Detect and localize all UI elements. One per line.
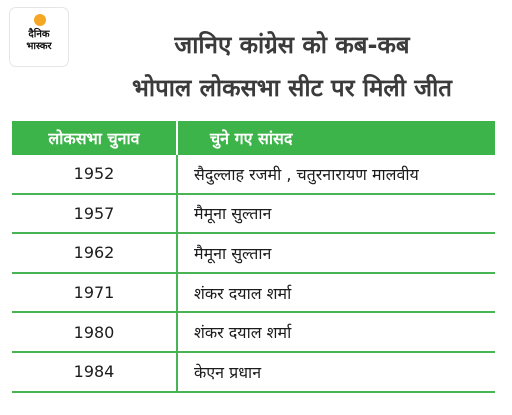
cell-year: 1971: [12, 273, 178, 312]
cell-mp: सैदुल्लाह रजमी , चतुरनारायण मालवीय: [194, 164, 419, 184]
cell-mp: मैमूना सुल्तान: [194, 243, 272, 263]
cell-mp: मैमूना सुल्तान: [194, 204, 272, 224]
table-row: 1984 केएन प्रधान: [12, 352, 495, 393]
cell-year: 1980: [12, 313, 178, 351]
cell-year: 1962: [12, 234, 178, 272]
table-row: 1952 सैदुल्लाह रजमी , चतुरनारायण मालवीय: [12, 155, 495, 195]
cell-mp: केएन प्रधान: [194, 362, 262, 382]
table-header: लोकसभा चुनाव चुने गए सांसद: [12, 121, 495, 155]
header-election: लोकसभा चुनाव: [12, 121, 178, 155]
header-mp: चुने गए सांसद: [210, 129, 293, 148]
cell-mp: शंकर दयाल शर्मा: [194, 283, 292, 303]
table-row: 1971 शंकर दयाल शर्मा: [12, 273, 495, 314]
logo-text-line2: भास्कर: [26, 41, 52, 52]
title-line1: जानिए कांग्रेस को कब-कब: [174, 31, 410, 59]
cell-year: 1984: [12, 352, 178, 391]
cell-year: 1952: [12, 155, 178, 193]
table-row: 1962 मैमूना सुल्तान: [12, 234, 495, 274]
results-table: लोकसभा चुनाव चुने गए सांसद 1952 सैदुल्ला…: [12, 121, 495, 393]
cell-year: 1957: [12, 194, 178, 233]
table-row: 1957 मैमूना सुल्तान: [12, 194, 495, 235]
cell-mp: शंकर दयाल शर्मा: [194, 323, 292, 343]
sun-icon: [34, 14, 46, 26]
title-line2: भोपाल लोकसभा सीट पर मिली जीत: [132, 74, 452, 102]
logo-text-line1: दैनिक: [28, 29, 50, 40]
dainik-bhaskar-logo: दैनिक भास्कर: [10, 8, 68, 66]
table-row: 1980 शंकर दयाल शर्मा: [12, 313, 495, 353]
